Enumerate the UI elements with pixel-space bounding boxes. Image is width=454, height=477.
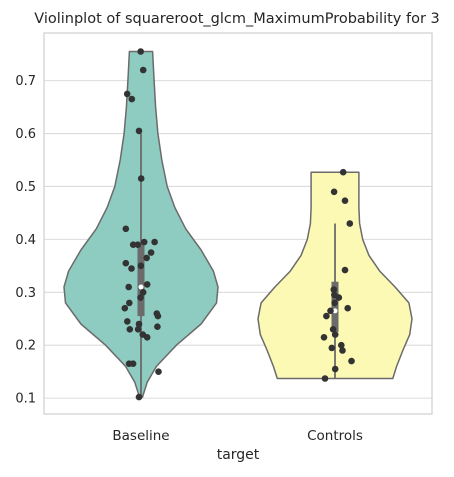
data-point: [330, 188, 338, 196]
data-point: [143, 334, 151, 341]
violins: [63, 48, 413, 401]
data-point: [137, 175, 145, 182]
data-point: [140, 238, 148, 246]
data-point: [320, 334, 328, 341]
data-point: [154, 312, 162, 320]
data-point: [155, 368, 162, 376]
y-tick-label: 0.6: [15, 127, 36, 142]
data-point: [329, 326, 337, 333]
iqr-box: [331, 281, 339, 332]
data-point: [128, 95, 136, 103]
data-point: [331, 331, 339, 338]
data-point: [123, 90, 131, 98]
data-point: [143, 254, 150, 262]
data-point: [135, 320, 143, 328]
data-point: [135, 393, 143, 401]
plot-frame: [43, 32, 433, 415]
data-point: [331, 299, 338, 307]
y-tick-label: 0.2: [15, 339, 36, 354]
data-point: [330, 286, 338, 293]
data-point: [134, 326, 142, 333]
data-point: [147, 249, 155, 256]
chart-title: Violinplot of squareroot_glcm_MaximumPro…: [34, 11, 440, 27]
data-point: [143, 281, 151, 288]
data-point: [129, 241, 137, 248]
data-point: [339, 347, 346, 354]
data-point: [139, 289, 147, 296]
data-point: [125, 283, 132, 291]
data-point: [331, 365, 339, 373]
median-marker: [332, 308, 338, 314]
data-point: [151, 238, 158, 246]
data-point: [126, 299, 133, 307]
data-point: [321, 375, 329, 382]
iqr-box: [137, 244, 145, 317]
data-point: [344, 304, 352, 312]
x-tick-label: Controls: [307, 428, 363, 444]
y-tick-label: 0.4: [15, 233, 36, 248]
x-axis-label: target: [217, 447, 260, 463]
data-point: [346, 220, 354, 227]
data-point: [335, 294, 343, 301]
data-point: [341, 197, 349, 204]
data-point: [323, 312, 330, 320]
x-tick-labels: Baseline Controls: [112, 428, 363, 444]
x-tick-label: Baseline: [112, 428, 169, 444]
data-point: [137, 294, 144, 301]
y-tick-label: 0.7: [15, 74, 36, 89]
data-point: [134, 241, 142, 248]
data-point: [139, 66, 147, 74]
y-tick-label: 0.3: [15, 286, 36, 301]
data-point: [328, 344, 336, 352]
data-point: [135, 127, 143, 135]
data-point: [154, 323, 161, 331]
data-point: [341, 266, 349, 274]
data-point: [137, 48, 144, 55]
data-point: [126, 326, 134, 333]
data-point: [125, 360, 133, 368]
data-point: [338, 341, 345, 349]
y-tick-labels: 0.1 0.2 0.3 0.4 0.5 0.6 0.7: [15, 74, 36, 407]
data-point: [137, 262, 145, 270]
y-tick-label: 0.5: [15, 180, 36, 195]
data-point: [128, 265, 135, 272]
data-point: [327, 307, 334, 315]
data-point: [121, 304, 129, 312]
data-point: [122, 259, 130, 267]
y-tick-label: 0.1: [15, 392, 36, 407]
data-point: [124, 318, 131, 325]
data-point: [348, 357, 355, 365]
median-marker: [138, 284, 144, 290]
data-point: [339, 168, 347, 176]
data-point: [122, 225, 130, 233]
